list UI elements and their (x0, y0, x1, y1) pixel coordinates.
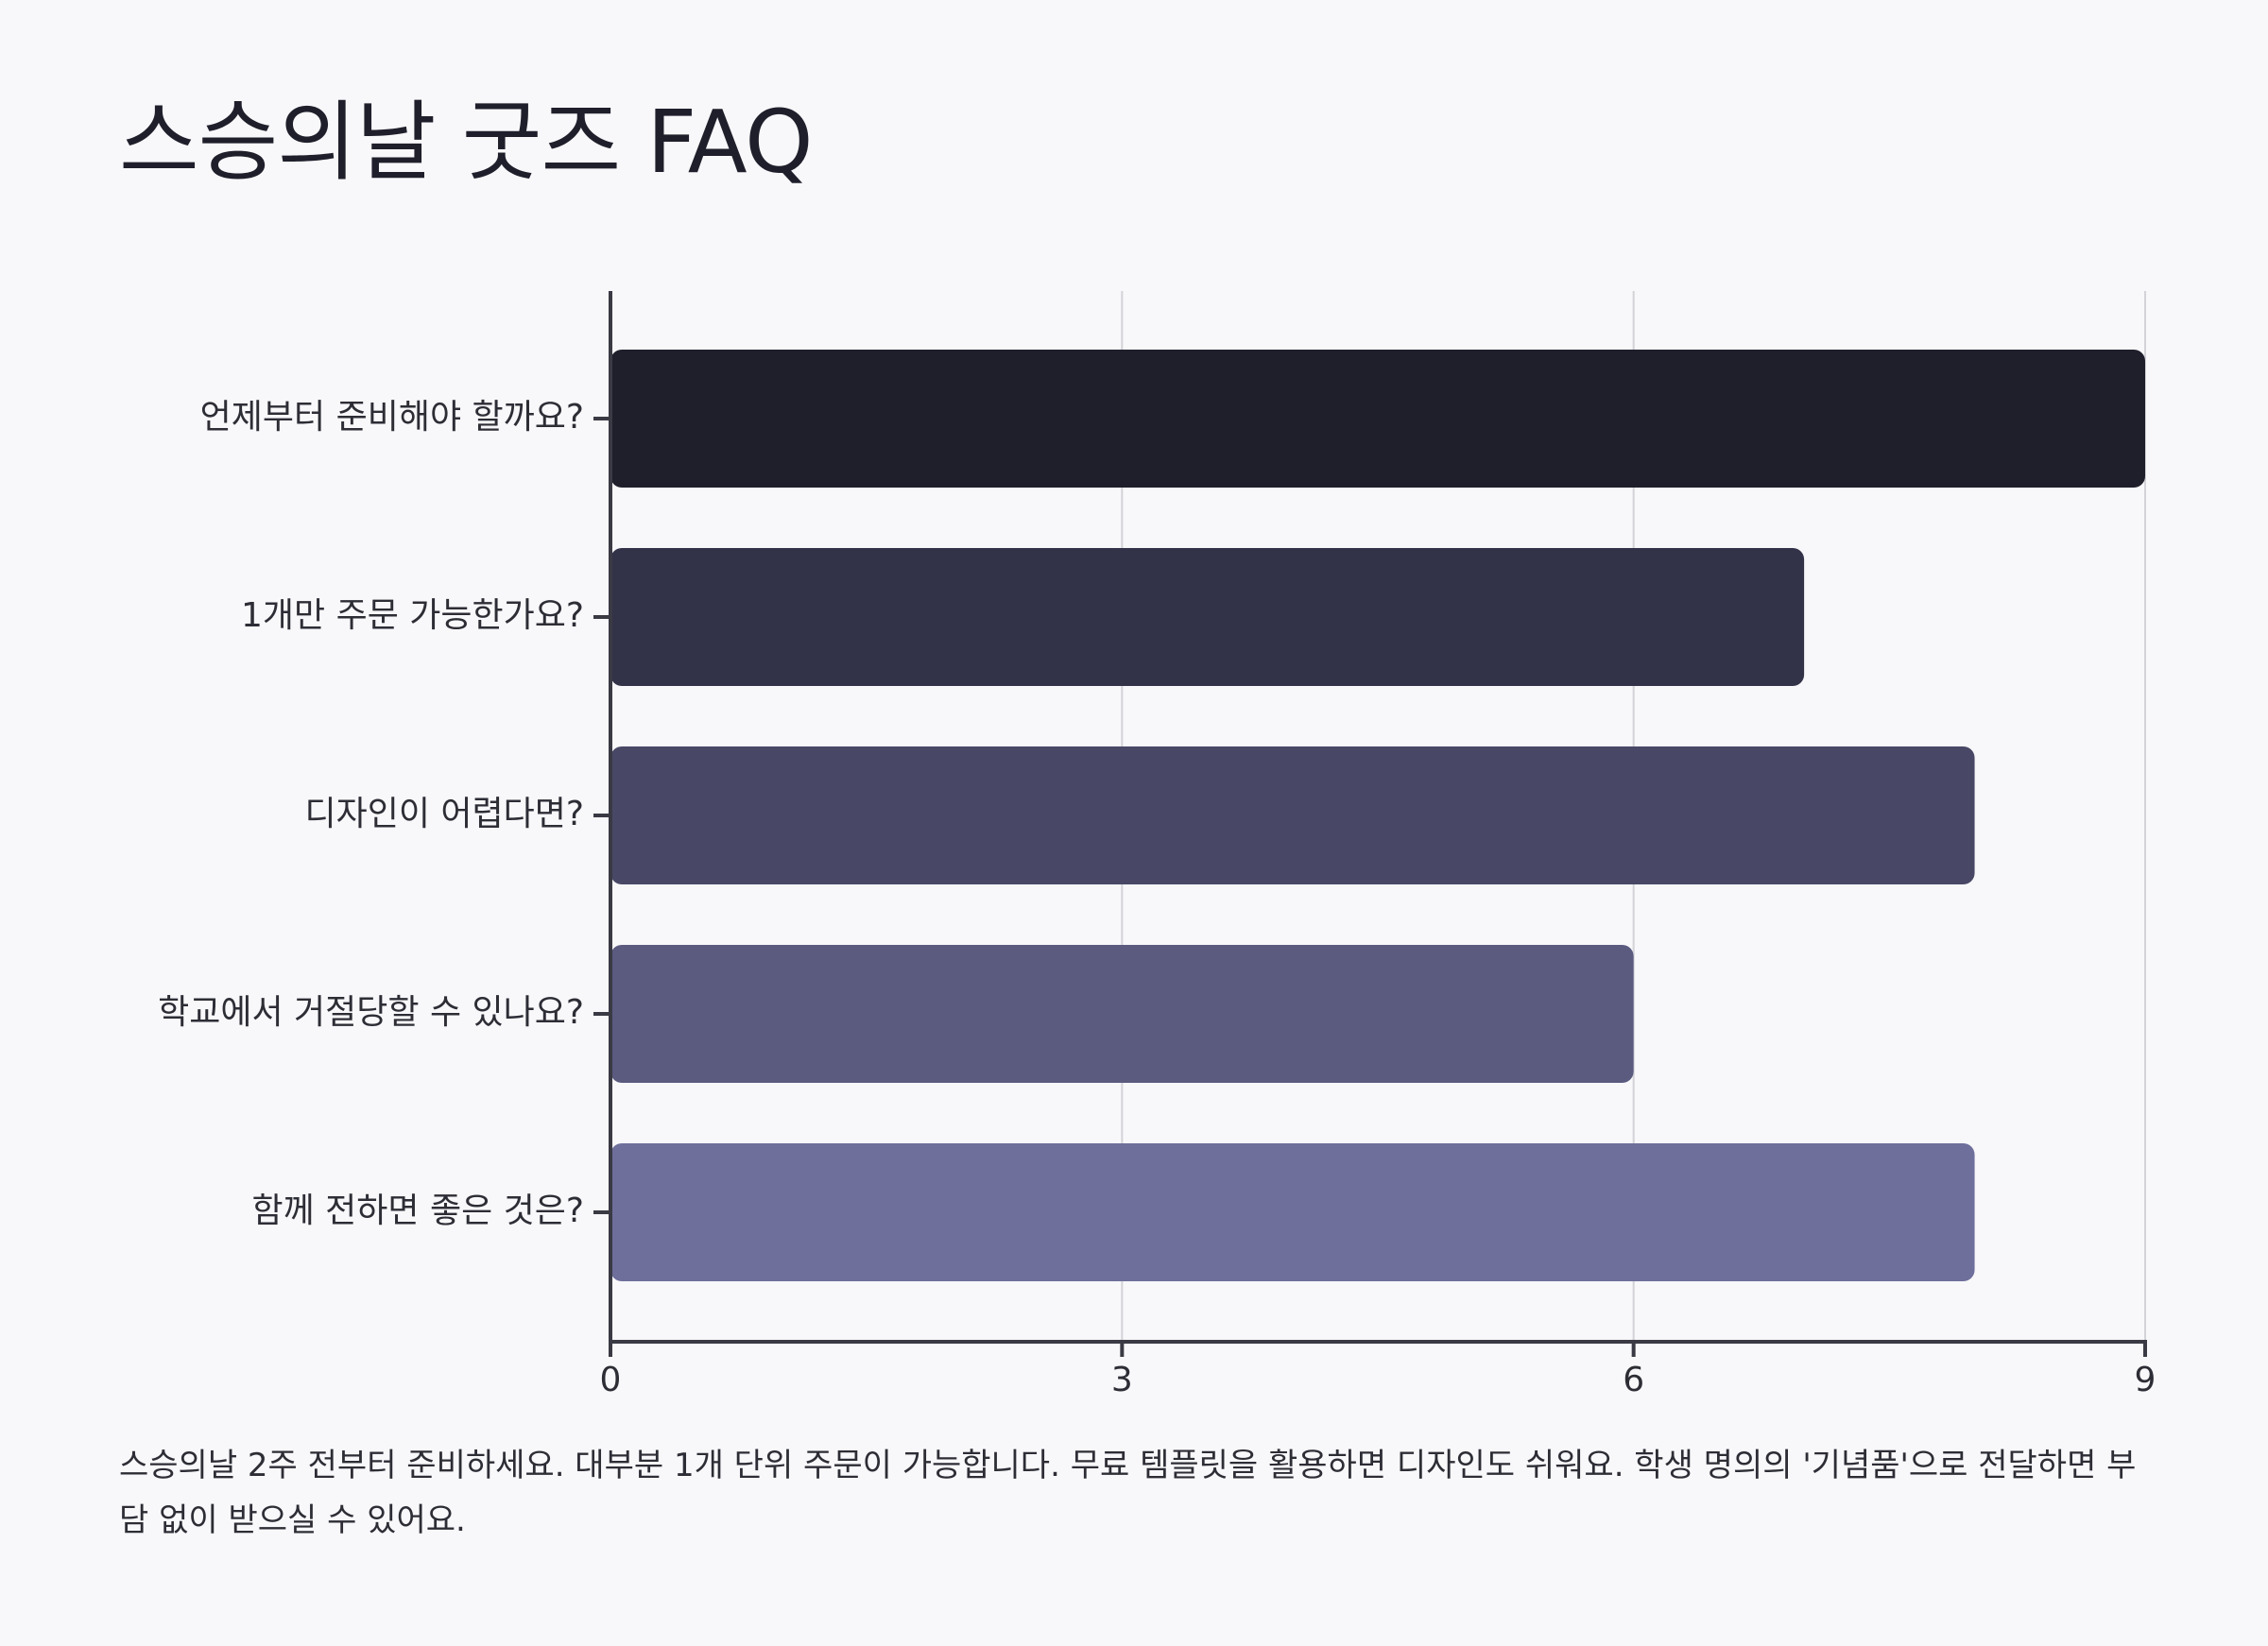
category-label: 학교에서 거절당할 수 있나요? (158, 993, 584, 1032)
category-label: 언제부터 준비해야 할까요? (200, 398, 584, 437)
axes (593, 291, 2147, 1357)
x-tick-label: 9 (2135, 1361, 2156, 1399)
bar (610, 945, 1634, 1083)
bars (610, 350, 2145, 1281)
x-tick-label: 3 (1111, 1361, 1133, 1399)
faq-caption: 스승의날 2주 전부터 준비하세요. 대부분 1개 단위 주문이 가능합니다. … (119, 1447, 2137, 1539)
category-label: 1개만 주문 가능한가요? (241, 596, 584, 635)
bar (610, 1143, 1975, 1281)
bar (610, 350, 2145, 488)
x-tick-label: 0 (600, 1361, 622, 1399)
faq-bar-chart: 언제부터 준비해야 할까요? 1개만 주문 가능한가요? 디자인이 어렵다면? 학교에… (158, 291, 2156, 1399)
page-title: 스승의날 굿즈 FAQ (119, 92, 814, 193)
category-label: 함께 전하면 좋은 것은? (251, 1192, 584, 1230)
bar (610, 746, 1975, 884)
bar (610, 548, 1805, 686)
x-tick-label: 6 (1623, 1361, 1644, 1399)
category-label: 디자인이 어렵다면? (304, 795, 584, 833)
labels: 언제부터 준비해야 할까요? 1개만 주문 가능한가요? 디자인이 어렵다면? 학교에… (158, 398, 2156, 1399)
